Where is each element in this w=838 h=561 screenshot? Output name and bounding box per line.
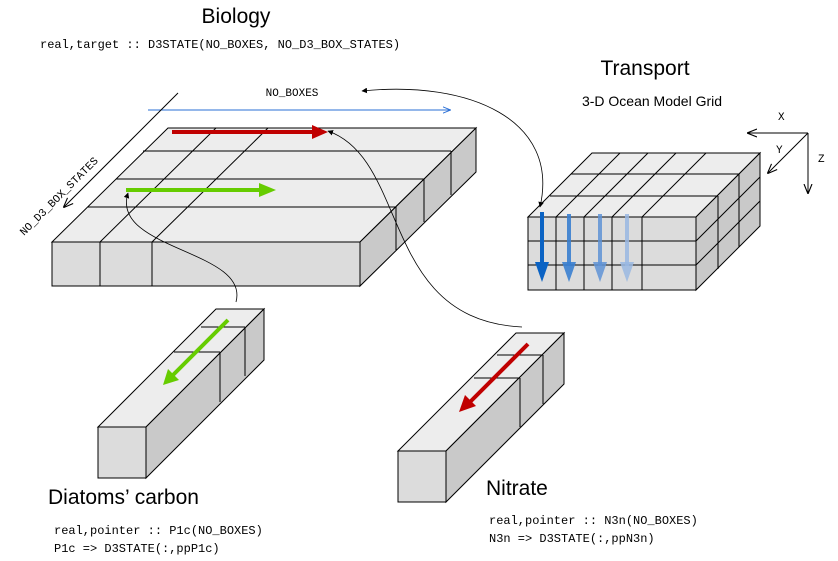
axis-x-label: X (778, 112, 785, 124)
diatoms-code-line2: P1c => D3STATE(:,ppP1c) (54, 542, 220, 556)
transport-link-curve (361, 87, 544, 208)
nitrate-title: Nitrate (486, 477, 548, 500)
no-boxes-label: NO_BOXES (266, 88, 319, 100)
nitrate-arrow-head (459, 395, 476, 412)
transport-section: Transport 3-D Ocean Model Grid (361, 57, 825, 292)
diatoms-arrow-shaft (170, 318, 230, 378)
diatoms-bar-icon (96, 307, 266, 480)
transport-grid-block-icon (526, 151, 762, 292)
biology-green-arrow-head (259, 183, 276, 197)
biology-title: Biology (202, 5, 271, 28)
diatoms-section: Diatoms’ carbon real,pointer :: P1c(NO_B… (48, 192, 266, 556)
axis-triad-icon: X Y Z (748, 112, 825, 193)
biology-red-arrow-head (312, 125, 328, 139)
transport-vertical-arrows (535, 212, 634, 282)
axis-z-label: Z (818, 154, 825, 166)
nitrate-code-line1: real,pointer :: N3n(NO_BOXES) (489, 514, 698, 528)
nitrate-link-curve (327, 130, 523, 328)
biology-section: Biology real,target :: D3STATE(NO_BOXES,… (18, 5, 478, 288)
transport-subtitle: 3-D Ocean Model Grid (582, 93, 722, 109)
transport-title: Transport (600, 57, 689, 80)
nitrate-arrow-shaft (468, 342, 530, 404)
biology-slab-icon (50, 126, 478, 288)
nitrate-section: Nitrate real,pointer :: N3n(NO_BOXES) N3… (327, 130, 698, 546)
diatoms-code-line1: real,pointer :: P1c(NO_BOXES) (54, 524, 263, 538)
no-d3-box-states-axis-arrow (64, 92, 179, 207)
axis-y-label: Y (776, 145, 783, 157)
diatoms-title: Diatoms’ carbon (48, 486, 199, 509)
biology-code: real,target :: D3STATE(NO_BOXES, NO_D3_B… (40, 38, 400, 52)
nitrate-code-line2: N3n => D3STATE(:,ppN3n) (489, 532, 655, 546)
diatoms-link-curve (123, 192, 238, 303)
diatoms-arrow-head (163, 369, 179, 385)
